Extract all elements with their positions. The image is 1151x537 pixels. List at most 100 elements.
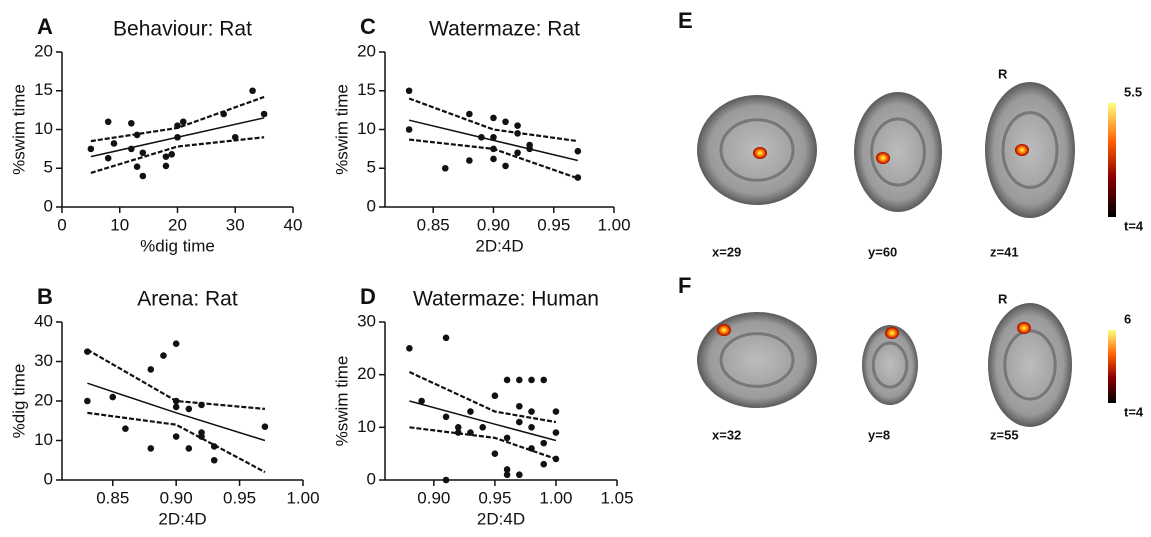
colorbar-label: t=4 [1124,404,1144,419]
y-tick-label: 10 [357,119,376,138]
ci-upper-line [408,97,578,143]
y-tick-label: 15 [34,80,53,99]
point [454,429,462,436]
point [172,397,180,405]
point [162,162,170,170]
x-axis-label: 2D:4D [475,236,523,255]
brain-slice [985,82,1075,218]
y-axis-label: %swim time [332,84,351,175]
x-axis-label: %dig time [140,236,215,255]
point [109,393,117,401]
point [441,164,449,172]
ci-lower-line [87,411,266,474]
point [514,122,521,129]
point [442,413,450,421]
brain-detail [871,341,909,389]
fit-line [87,382,266,442]
panel-letter: B [37,284,53,309]
point [528,424,535,431]
slice-label: z=41 [990,244,1019,259]
panel-letter: A [37,14,53,39]
slice-label: z=55 [990,427,1019,442]
x-tick-label: 1.00 [539,488,572,507]
panel-letter: F [678,273,691,298]
brain-slice [988,303,1072,427]
y-tick-label: 30 [357,311,376,330]
point [210,443,218,450]
panel-letter: E [678,8,693,33]
point [503,471,511,479]
point [172,403,180,411]
x-tick-label: 1.05 [600,488,633,507]
x-tick-label: 0.95 [537,215,570,234]
y-tick-label: 40 [34,311,53,330]
point [491,392,499,400]
slice-label: y=60 [868,244,897,259]
point [514,149,521,157]
point [249,87,256,95]
point [406,345,413,352]
x-tick-label: 0.85 [96,488,129,507]
y-tick-label: 0 [44,469,53,488]
point [139,149,147,157]
x-tick-label: 0.85 [417,215,450,234]
point [516,402,523,410]
y-axis-label: %swim time [9,84,28,175]
point [160,352,167,359]
point [574,174,582,181]
point [540,439,548,447]
y-tick-label: 5 [367,158,376,177]
ci-lower-line [409,426,557,460]
point [210,456,218,464]
point [479,424,486,431]
point [552,408,560,415]
point [87,145,95,153]
chart-title: Behaviour: Rat [113,18,252,41]
point [454,424,462,431]
y-tick-label: 0 [367,469,376,488]
point [490,133,497,141]
point [185,445,193,452]
y-axis-label: %dig time [9,364,28,439]
colorbar-label: 5.5 [1124,84,1142,99]
activation [885,327,899,339]
point [516,376,523,384]
x-tick-label: 0.95 [478,488,511,507]
x-tick-label: 1.00 [597,215,630,234]
y-tick-label: 10 [34,119,53,138]
x-tick-label: 10 [110,215,129,234]
point [502,118,509,126]
point [261,423,269,430]
point [179,118,187,126]
colorbar-label: t=4 [1124,218,1144,233]
point [516,471,523,479]
point [478,133,485,141]
y-tick-label: 20 [34,41,53,60]
point [503,434,511,442]
brain-detail [1001,111,1059,189]
fit-line [409,400,557,442]
panel-letter: C [360,14,376,39]
point [122,425,129,432]
point [467,429,474,436]
y-tick-label: 0 [367,196,376,215]
colorbar [1108,103,1116,217]
y-tick-label: 20 [357,41,376,60]
point [231,133,239,141]
point [147,445,155,452]
point [526,145,533,153]
brain-slice [854,92,942,212]
point [139,172,147,180]
brain-slice [697,312,817,408]
point [84,397,91,405]
point [491,450,499,457]
point [133,131,141,139]
point [128,120,135,127]
chart-title: Watermaze: Rat [429,18,580,41]
slice-label: x=29 [712,244,741,259]
point [133,163,141,170]
point [168,151,176,158]
point [503,376,511,384]
x-axis-label: 2D:4D [477,509,525,528]
